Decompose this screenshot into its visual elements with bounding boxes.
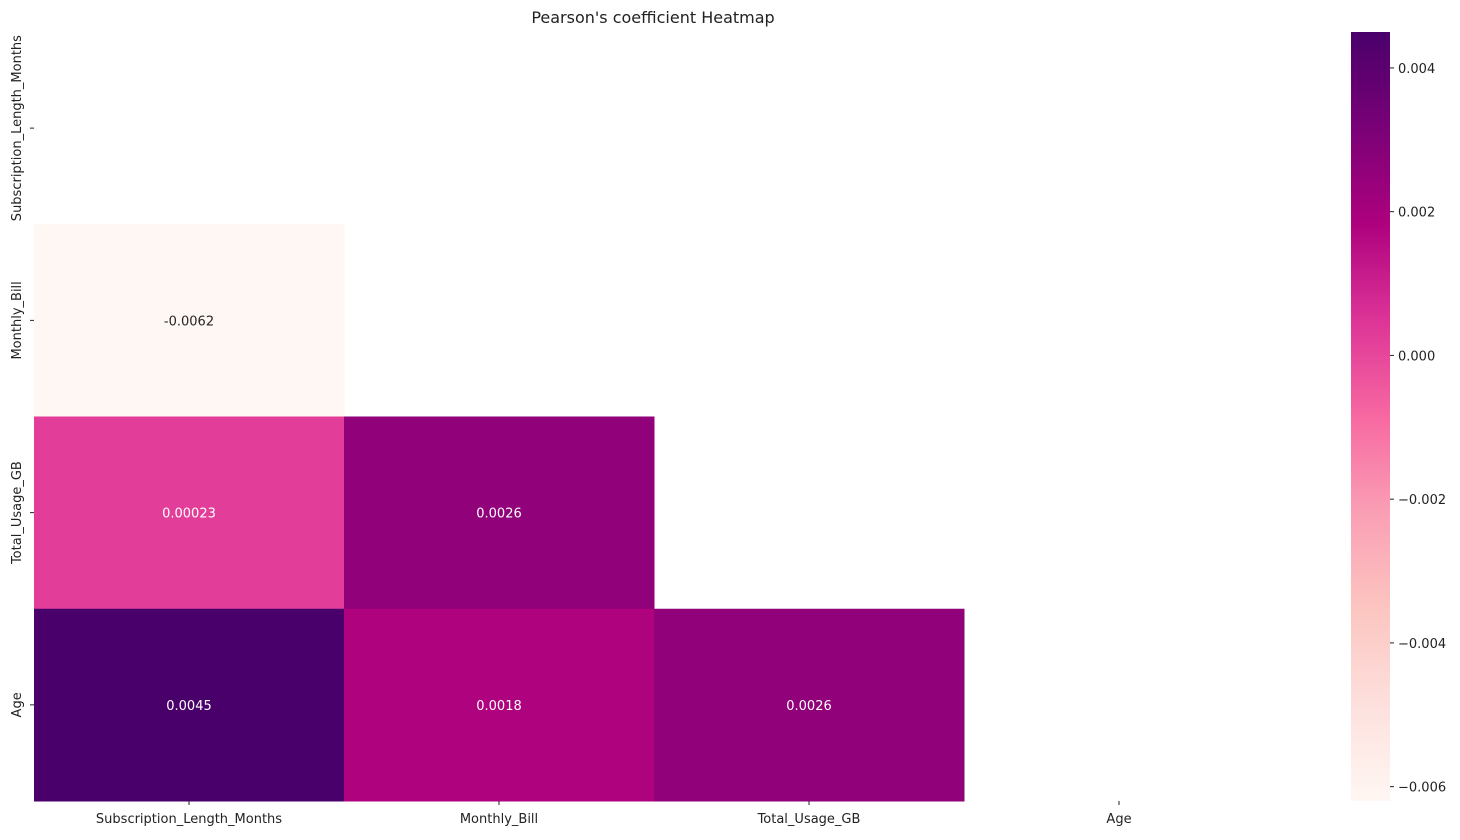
colorbar-tick-label: −0.004 (1398, 637, 1446, 652)
cell-value-label: 0.0026 (786, 699, 832, 714)
colorbar-tick-label: −0.002 (1398, 493, 1446, 508)
cell-value-label: 0.0018 (476, 699, 522, 714)
heatmap-cell (34, 224, 345, 417)
chart-title: Pearson's coefficient Heatmap (531, 8, 774, 27)
x-axis: Subscription_Length_Months Monthly_Bill To… (96, 801, 1132, 827)
heatmap-cells: -0.0062 0.00023 0.0026 0.0045 0.0018 0.0026 (34, 224, 965, 802)
colorbar-tick-label: −0.006 (1398, 781, 1446, 796)
x-tick-label: Monthly_Bill (460, 812, 538, 827)
y-tick-label: Total_Usage_GB (10, 461, 25, 565)
colorbar: 0.004 0.002 0.000 −0.002 −0.004 −0.006 (1351, 32, 1446, 801)
y-axis: Subscription_Length_Months Monthly_Bill To… (10, 35, 34, 717)
heatmap-cell (34, 608, 345, 802)
cell-value-label: 0.00023 (162, 507, 216, 522)
colorbar-tick-label: 0.000 (1398, 349, 1435, 364)
heatmap-cell (344, 416, 655, 610)
x-tick-label: Subscription_Length_Months (96, 812, 282, 827)
y-tick-label: Age (10, 692, 25, 717)
y-tick-label: Monthly_Bill (10, 281, 25, 359)
x-tick-label: Total_Usage_GB (757, 812, 861, 827)
cell-value-label: 0.0045 (166, 699, 212, 714)
heatmap-cell (654, 608, 965, 802)
colorbar-gradient (1351, 32, 1390, 801)
heatmap-cell (34, 416, 345, 610)
x-tick-label: Age (1106, 812, 1131, 827)
cell-value-label: 0.0026 (476, 507, 522, 522)
colorbar-tick-label: 0.004 (1398, 62, 1435, 77)
y-tick-label: Subscription_Length_Months (10, 35, 25, 221)
heatmap-cell (344, 608, 655, 802)
cell-value-label: -0.0062 (164, 314, 214, 329)
colorbar-tick-label: 0.002 (1398, 206, 1435, 221)
